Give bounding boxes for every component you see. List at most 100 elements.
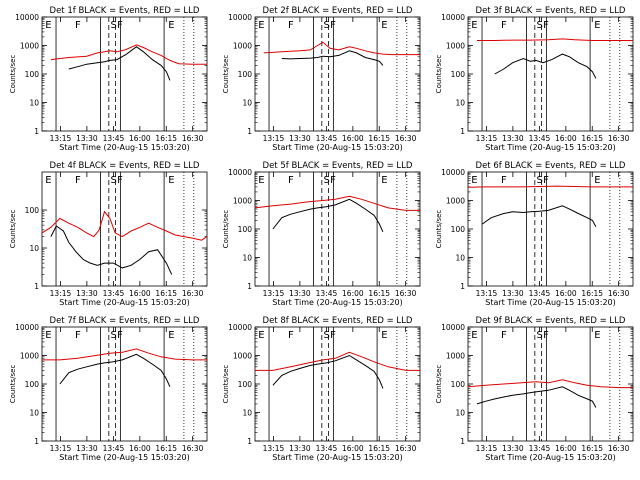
- detector-panel: Det 4f BLACK = Events, RED = LLD 1 10 100 Co…: [9, 161, 208, 307]
- x-tick-label: 13:30: [76, 289, 98, 298]
- y-tick-label: 10000: [441, 13, 465, 22]
- y-tick-label: 1: [34, 437, 39, 446]
- x-tick-label: 13:45: [103, 444, 125, 453]
- x-tick-label: 16:15: [368, 289, 390, 298]
- x-tick-label: 16:30: [182, 134, 204, 143]
- y-tick-label: 10: [242, 99, 252, 108]
- y-tick-label: 1: [460, 282, 465, 291]
- plot-frame: [41, 16, 208, 132]
- region-label: S: [536, 175, 542, 186]
- plot-frame: [254, 16, 421, 132]
- x-tick-label: 16:30: [182, 444, 204, 453]
- x-tick-label: 13:45: [529, 444, 551, 453]
- y-tick-label: 100: [451, 380, 466, 389]
- x-tick-label: 13:30: [502, 134, 524, 143]
- x-tick-label: 13:15: [263, 444, 285, 453]
- y-tick-label: 1: [460, 437, 465, 446]
- detector-panel: Det 7f BLACK = Events, RED = LLD 1 10 100 10…: [9, 316, 208, 462]
- region-label: S: [536, 330, 542, 341]
- events-series-line: [272, 354, 384, 389]
- lld-series-line: [41, 210, 208, 241]
- region-label: F: [543, 175, 549, 186]
- x-tick-label: 13:30: [289, 444, 311, 453]
- x-tick-label: 16:30: [608, 444, 630, 453]
- region-label: F: [75, 175, 81, 186]
- region-label: F: [501, 20, 507, 31]
- x-tick-label: 13:30: [76, 134, 98, 143]
- detector-panel: Det 6f BLACK = Events, RED = LLD 1 10 100 10…: [435, 161, 634, 307]
- region-label: F: [330, 330, 336, 341]
- y-axis-label: Counts/sec: [222, 365, 230, 404]
- x-tick-label: 13:45: [316, 444, 338, 453]
- x-tick-label: 16:15: [155, 444, 177, 453]
- region-label: E: [258, 175, 264, 186]
- plot-frame: [467, 171, 634, 287]
- region-label: E: [594, 20, 600, 31]
- region-label: S: [110, 330, 116, 341]
- detector-panel: Det 8f BLACK = Events, RED = LLD 1 10 100 10…: [222, 316, 421, 462]
- x-axis-label: Start Time (20-Aug-15 15:03:20): [272, 143, 403, 152]
- x-tick-label: 16:30: [395, 444, 417, 453]
- events-series-line: [68, 46, 171, 81]
- x-tick-label: 13:45: [529, 289, 551, 298]
- region-label: F: [288, 175, 294, 186]
- region-label: F: [75, 20, 81, 31]
- region-label: F: [501, 175, 507, 186]
- x-tick-label: 16:00: [555, 289, 577, 298]
- x-tick-label: 13:15: [476, 289, 498, 298]
- x-tick-label: 16:00: [342, 289, 364, 298]
- y-axis-label: Counts/sec: [9, 55, 17, 94]
- region-label: E: [381, 20, 387, 31]
- x-tick-label: 16:15: [155, 134, 177, 143]
- x-axis-label: Start Time (20-Aug-15 15:03:20): [59, 298, 190, 307]
- y-tick-label: 1000: [233, 352, 252, 361]
- x-tick-label: 13:30: [502, 444, 524, 453]
- panel-title: Det 4f BLACK = Events, RED = LLD: [50, 161, 200, 171]
- y-axis-label: Counts/sec: [435, 210, 443, 249]
- lld-series-line: [50, 44, 207, 65]
- x-tick-label: 16:30: [608, 134, 630, 143]
- detector-panel: Det 3f BLACK = Events, RED = LLD 1 10 100 10…: [435, 6, 634, 152]
- region-label: S: [323, 20, 329, 31]
- y-tick-label: 10000: [228, 323, 252, 332]
- y-tick-label: 1000: [446, 197, 465, 206]
- x-axis-label: Start Time (20-Aug-15 15:03:20): [272, 298, 403, 307]
- region-label: F: [543, 330, 549, 341]
- y-axis-label: Counts/sec: [435, 365, 443, 404]
- region-label: F: [288, 330, 294, 341]
- events-series-line: [476, 386, 597, 408]
- x-tick-label: 13:30: [76, 444, 98, 453]
- y-tick-label: 100: [25, 206, 40, 215]
- y-tick-label: 10000: [441, 168, 465, 177]
- region-label: F: [75, 330, 81, 341]
- y-tick-label: 10000: [228, 168, 252, 177]
- y-axis-label: Counts/sec: [222, 55, 230, 94]
- x-tick-label: 16:00: [555, 444, 577, 453]
- y-tick-label: 10000: [15, 13, 39, 22]
- detector-panel: Det 5f BLACK = Events, RED = LLD 1 10 100 10…: [222, 161, 421, 307]
- x-tick-label: 13:15: [50, 444, 72, 453]
- events-series-line: [272, 198, 384, 233]
- panel-title: Det 3f BLACK = Events, RED = LLD: [476, 6, 626, 16]
- y-tick-label: 100: [238, 70, 253, 79]
- y-tick-label: 1: [247, 437, 252, 446]
- x-tick-label: 16:15: [368, 134, 390, 143]
- x-tick-label: 13:30: [289, 289, 311, 298]
- region-label: E: [258, 20, 264, 31]
- region-label: S: [110, 175, 116, 186]
- detector-panel: Det 9f BLACK = Events, RED = LLD 1 10 100 10…: [435, 316, 634, 462]
- lld-series-line: [467, 185, 633, 188]
- x-tick-label: 16:00: [342, 134, 364, 143]
- lld-series-line: [42, 348, 207, 361]
- x-tick-label: 13:30: [289, 134, 311, 143]
- y-tick-label: 1000: [446, 42, 465, 51]
- lld-series-line: [263, 41, 420, 56]
- region-label: S: [323, 175, 329, 186]
- x-tick-label: 13:30: [502, 289, 524, 298]
- plot-frame: [467, 326, 634, 442]
- x-tick-label: 13:45: [529, 134, 551, 143]
- region-label: S: [323, 330, 329, 341]
- region-label: F: [117, 330, 123, 341]
- panel-title: Det 1f BLACK = Events, RED = LLD: [50, 6, 200, 16]
